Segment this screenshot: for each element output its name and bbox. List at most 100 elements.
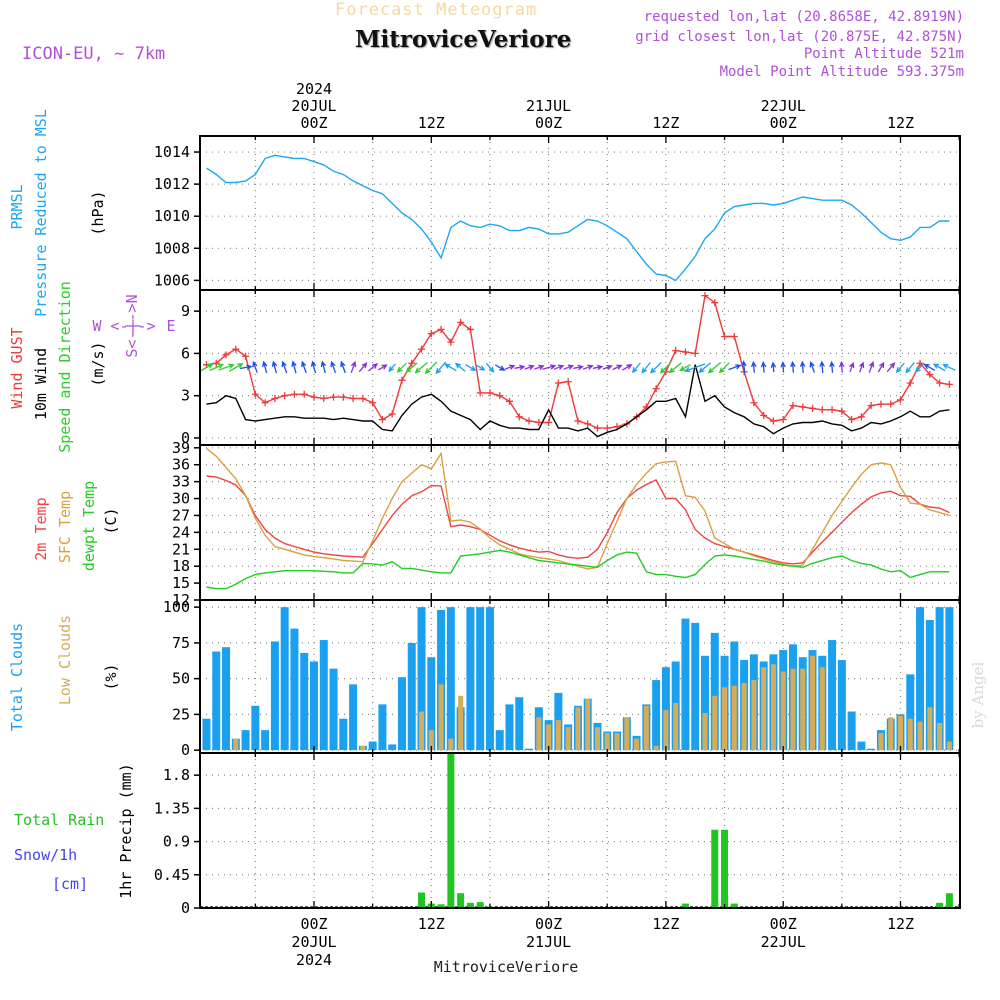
low-cloud-bar xyxy=(673,702,679,751)
gust-marker xyxy=(897,396,904,404)
wind-arrow xyxy=(414,362,428,374)
wind-arrow xyxy=(819,360,825,374)
model-label: ICON-EU, ~ 7km xyxy=(22,44,166,64)
wind-arrow xyxy=(310,360,317,374)
wind-arrow xyxy=(877,361,885,373)
y-tick-label: 1010 xyxy=(154,207,190,225)
wind-arrow xyxy=(741,360,747,374)
gust-marker xyxy=(877,400,885,408)
wind-arrow xyxy=(868,360,875,373)
total-cloud-bar xyxy=(652,680,661,751)
temp-label-dewpt: dewpt Temp xyxy=(80,481,98,571)
wind-arrow xyxy=(905,362,915,374)
y-tick-label: 75 xyxy=(172,634,190,652)
wind-arrow xyxy=(790,360,796,373)
gust-marker xyxy=(857,413,865,421)
total-cloud-bar xyxy=(466,607,475,751)
wind-arrow xyxy=(524,364,535,370)
total-cloud-bar xyxy=(505,704,514,751)
credit-watermark: by Angel xyxy=(969,661,987,728)
top-time-label: 21JUL xyxy=(526,97,571,115)
gust-marker xyxy=(828,406,836,414)
y-tick-label: 0 xyxy=(181,899,190,917)
total-cloud-bar xyxy=(525,748,534,751)
gust-marker xyxy=(261,399,269,407)
top-time-label: 12Z xyxy=(652,114,679,132)
wind-label-10m: 10m Wind xyxy=(32,348,50,420)
total-cloud-bar xyxy=(476,607,485,751)
gust-marker xyxy=(525,417,533,425)
location-title: MitroviceVeriore xyxy=(355,26,572,53)
total-cloud-bar xyxy=(437,610,446,751)
gust-marker xyxy=(437,325,445,333)
gust-marker xyxy=(769,417,777,425)
total-cloud-bar xyxy=(378,704,387,751)
low-cloud-bar xyxy=(790,668,796,751)
gust-marker xyxy=(408,359,416,367)
low-cloud-bar xyxy=(810,655,816,751)
point-altitude: Point Altitude 521m xyxy=(803,46,964,62)
wind-arrow xyxy=(829,360,835,373)
gust-marker xyxy=(730,333,738,340)
low-cloud-bar xyxy=(585,698,591,751)
gust-marker xyxy=(222,351,230,359)
total-cloud-bar xyxy=(417,607,426,751)
total-cloud-bar xyxy=(691,622,700,751)
wind-arrow xyxy=(809,360,816,373)
gust-marker xyxy=(593,424,601,432)
wind-arrow xyxy=(760,361,767,373)
gust-marker xyxy=(848,416,856,424)
total-cloud-bar xyxy=(710,632,719,751)
rain-bar xyxy=(945,893,953,908)
total-cloud-bar xyxy=(847,711,856,751)
gust-marker xyxy=(457,318,465,326)
total-cloud-bar xyxy=(495,730,504,751)
wind-arrow xyxy=(942,364,956,371)
bottom-time-label: 00Z xyxy=(770,915,797,933)
y-tick-label: 50 xyxy=(172,670,190,688)
wind-arrow xyxy=(563,364,575,370)
y-tick-label: 1.8 xyxy=(163,766,190,784)
gust-marker xyxy=(418,345,426,353)
pressure-label-name: Pressure Reduced to MSL xyxy=(32,109,50,317)
low-cloud-bar xyxy=(917,721,923,751)
clouds-label-total: Total Clouds xyxy=(8,623,26,731)
low-cloud-bar xyxy=(428,730,434,751)
total-cloud-bar xyxy=(329,668,338,751)
gust-marker xyxy=(681,348,689,356)
wind-arrow xyxy=(668,362,682,374)
total-cloud-bar xyxy=(290,628,299,751)
total-cloud-bar xyxy=(701,655,709,751)
y-tick-label: 21 xyxy=(172,540,190,558)
total-cloud-bar xyxy=(300,652,309,751)
panel-wind: 0 3 6 9 xyxy=(181,289,961,447)
low-cloud-bar xyxy=(888,717,894,751)
gust-marker xyxy=(779,416,787,424)
total-cloud-bar xyxy=(319,640,328,751)
wind-arrow xyxy=(621,364,633,371)
requested-coords: requested lon,lat (20.8658E, 42.8919N) xyxy=(643,9,964,25)
gust-marker xyxy=(535,418,543,426)
gust-marker xyxy=(584,420,592,428)
wind-arrow xyxy=(330,360,337,374)
bottom-time-label: 2024 xyxy=(296,951,332,969)
total-cloud-bar xyxy=(368,741,377,751)
total-cloud-bar xyxy=(837,660,846,751)
wind-arrow xyxy=(649,361,662,374)
low-cloud-bar xyxy=(878,732,884,751)
low-cloud-bar xyxy=(575,707,581,751)
wind-arrow xyxy=(684,363,706,373)
rain-bar xyxy=(730,903,738,908)
low-cloud-bar xyxy=(604,732,610,751)
wind-arrow xyxy=(886,362,896,373)
low-cloud-bar xyxy=(722,687,728,751)
total-cloud-bar xyxy=(212,651,221,751)
total-cloud-bar xyxy=(681,618,690,751)
gust-marker xyxy=(242,352,250,360)
total-cloud-bar xyxy=(261,730,270,751)
gust-marker xyxy=(789,402,797,410)
total-cloud-bar xyxy=(867,748,876,751)
gust-marker xyxy=(281,392,289,400)
total-cloud-bar xyxy=(270,641,279,751)
